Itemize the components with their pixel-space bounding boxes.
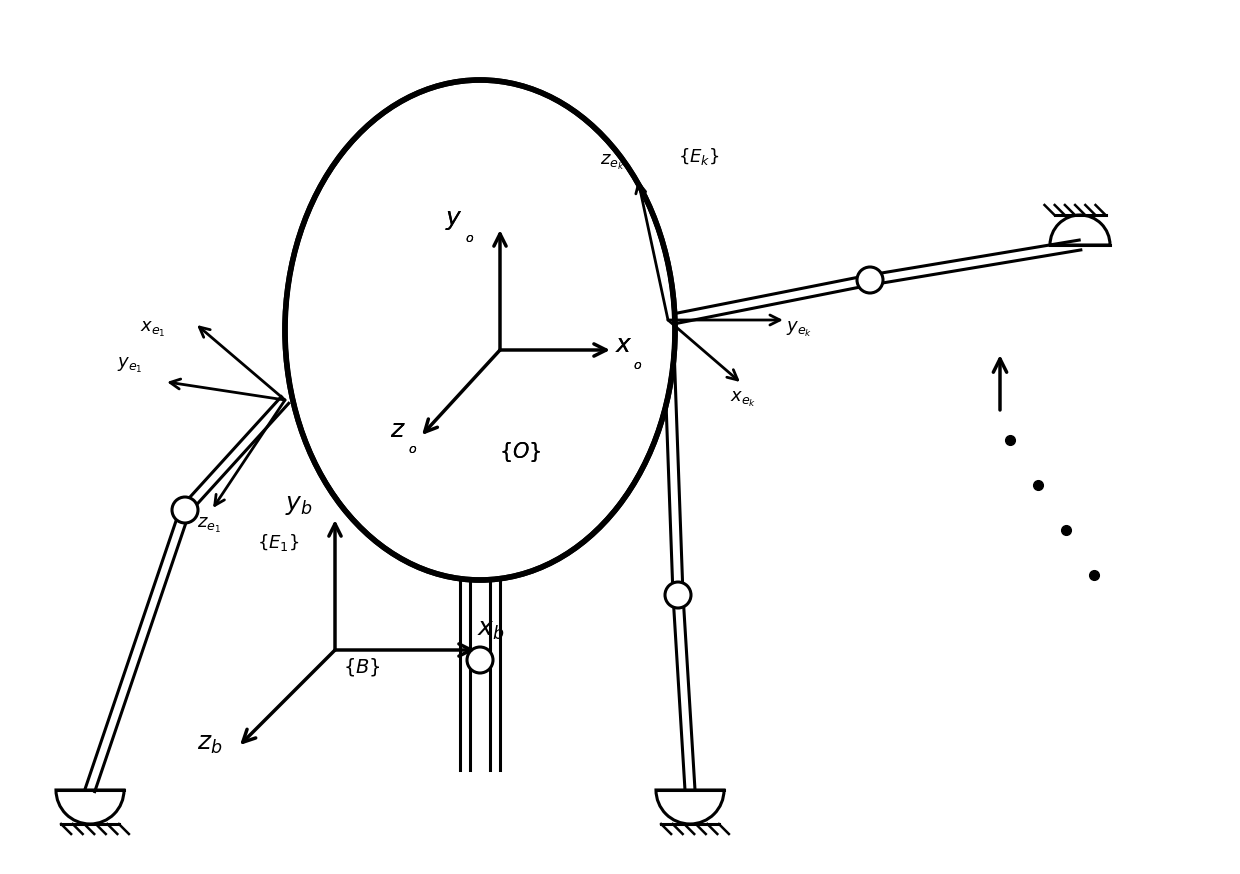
Text: $_o$: $_o$ <box>465 226 475 244</box>
Text: $\{E_k\}$: $\{E_k\}$ <box>678 146 719 167</box>
Text: $_o$: $_o$ <box>632 353 642 371</box>
Text: $x_b$: $x_b$ <box>477 618 505 642</box>
Text: $z$: $z$ <box>391 418 405 442</box>
Wedge shape <box>1050 215 1110 245</box>
Polygon shape <box>86 509 190 792</box>
Polygon shape <box>460 570 470 770</box>
Ellipse shape <box>285 80 675 580</box>
Polygon shape <box>673 594 694 790</box>
Text: $x$: $x$ <box>615 333 632 357</box>
Text: $z$: $z$ <box>391 418 405 442</box>
Text: $x_{e_1}$: $x_{e_1}$ <box>140 320 166 339</box>
Text: $y$: $y$ <box>445 208 463 232</box>
Circle shape <box>665 582 691 608</box>
Text: $z_b$: $z_b$ <box>197 732 222 756</box>
Text: $_o$: $_o$ <box>408 437 418 455</box>
Text: $_o$: $_o$ <box>465 226 475 244</box>
Polygon shape <box>181 397 289 513</box>
Text: $_o$: $_o$ <box>632 353 642 371</box>
Text: $\{O\}$: $\{O\}$ <box>498 440 541 464</box>
Text: $z_{e_k}$: $z_{e_k}$ <box>600 153 625 172</box>
Wedge shape <box>656 790 724 824</box>
Polygon shape <box>667 275 870 325</box>
Polygon shape <box>663 320 683 595</box>
Ellipse shape <box>288 84 672 576</box>
Text: $z_{e_1}$: $z_{e_1}$ <box>197 516 221 535</box>
Text: $_o$: $_o$ <box>408 437 418 455</box>
Text: $\{E_1\}$: $\{E_1\}$ <box>257 532 300 553</box>
Polygon shape <box>869 240 1081 285</box>
Circle shape <box>857 267 883 293</box>
Text: $\{O\}$: $\{O\}$ <box>498 440 541 464</box>
Text: $\{B\}$: $\{B\}$ <box>343 656 381 677</box>
Text: $x$: $x$ <box>615 333 632 357</box>
Wedge shape <box>56 790 124 824</box>
Text: $y_{e_k}$: $y_{e_k}$ <box>786 320 812 339</box>
Circle shape <box>172 497 198 523</box>
Text: $x_{e_k}$: $x_{e_k}$ <box>730 390 756 409</box>
Text: $y$: $y$ <box>445 208 463 232</box>
Text: $y_{e_1}$: $y_{e_1}$ <box>117 356 143 375</box>
Text: $y_b$: $y_b$ <box>285 493 312 517</box>
Circle shape <box>467 647 494 673</box>
Polygon shape <box>490 570 500 770</box>
